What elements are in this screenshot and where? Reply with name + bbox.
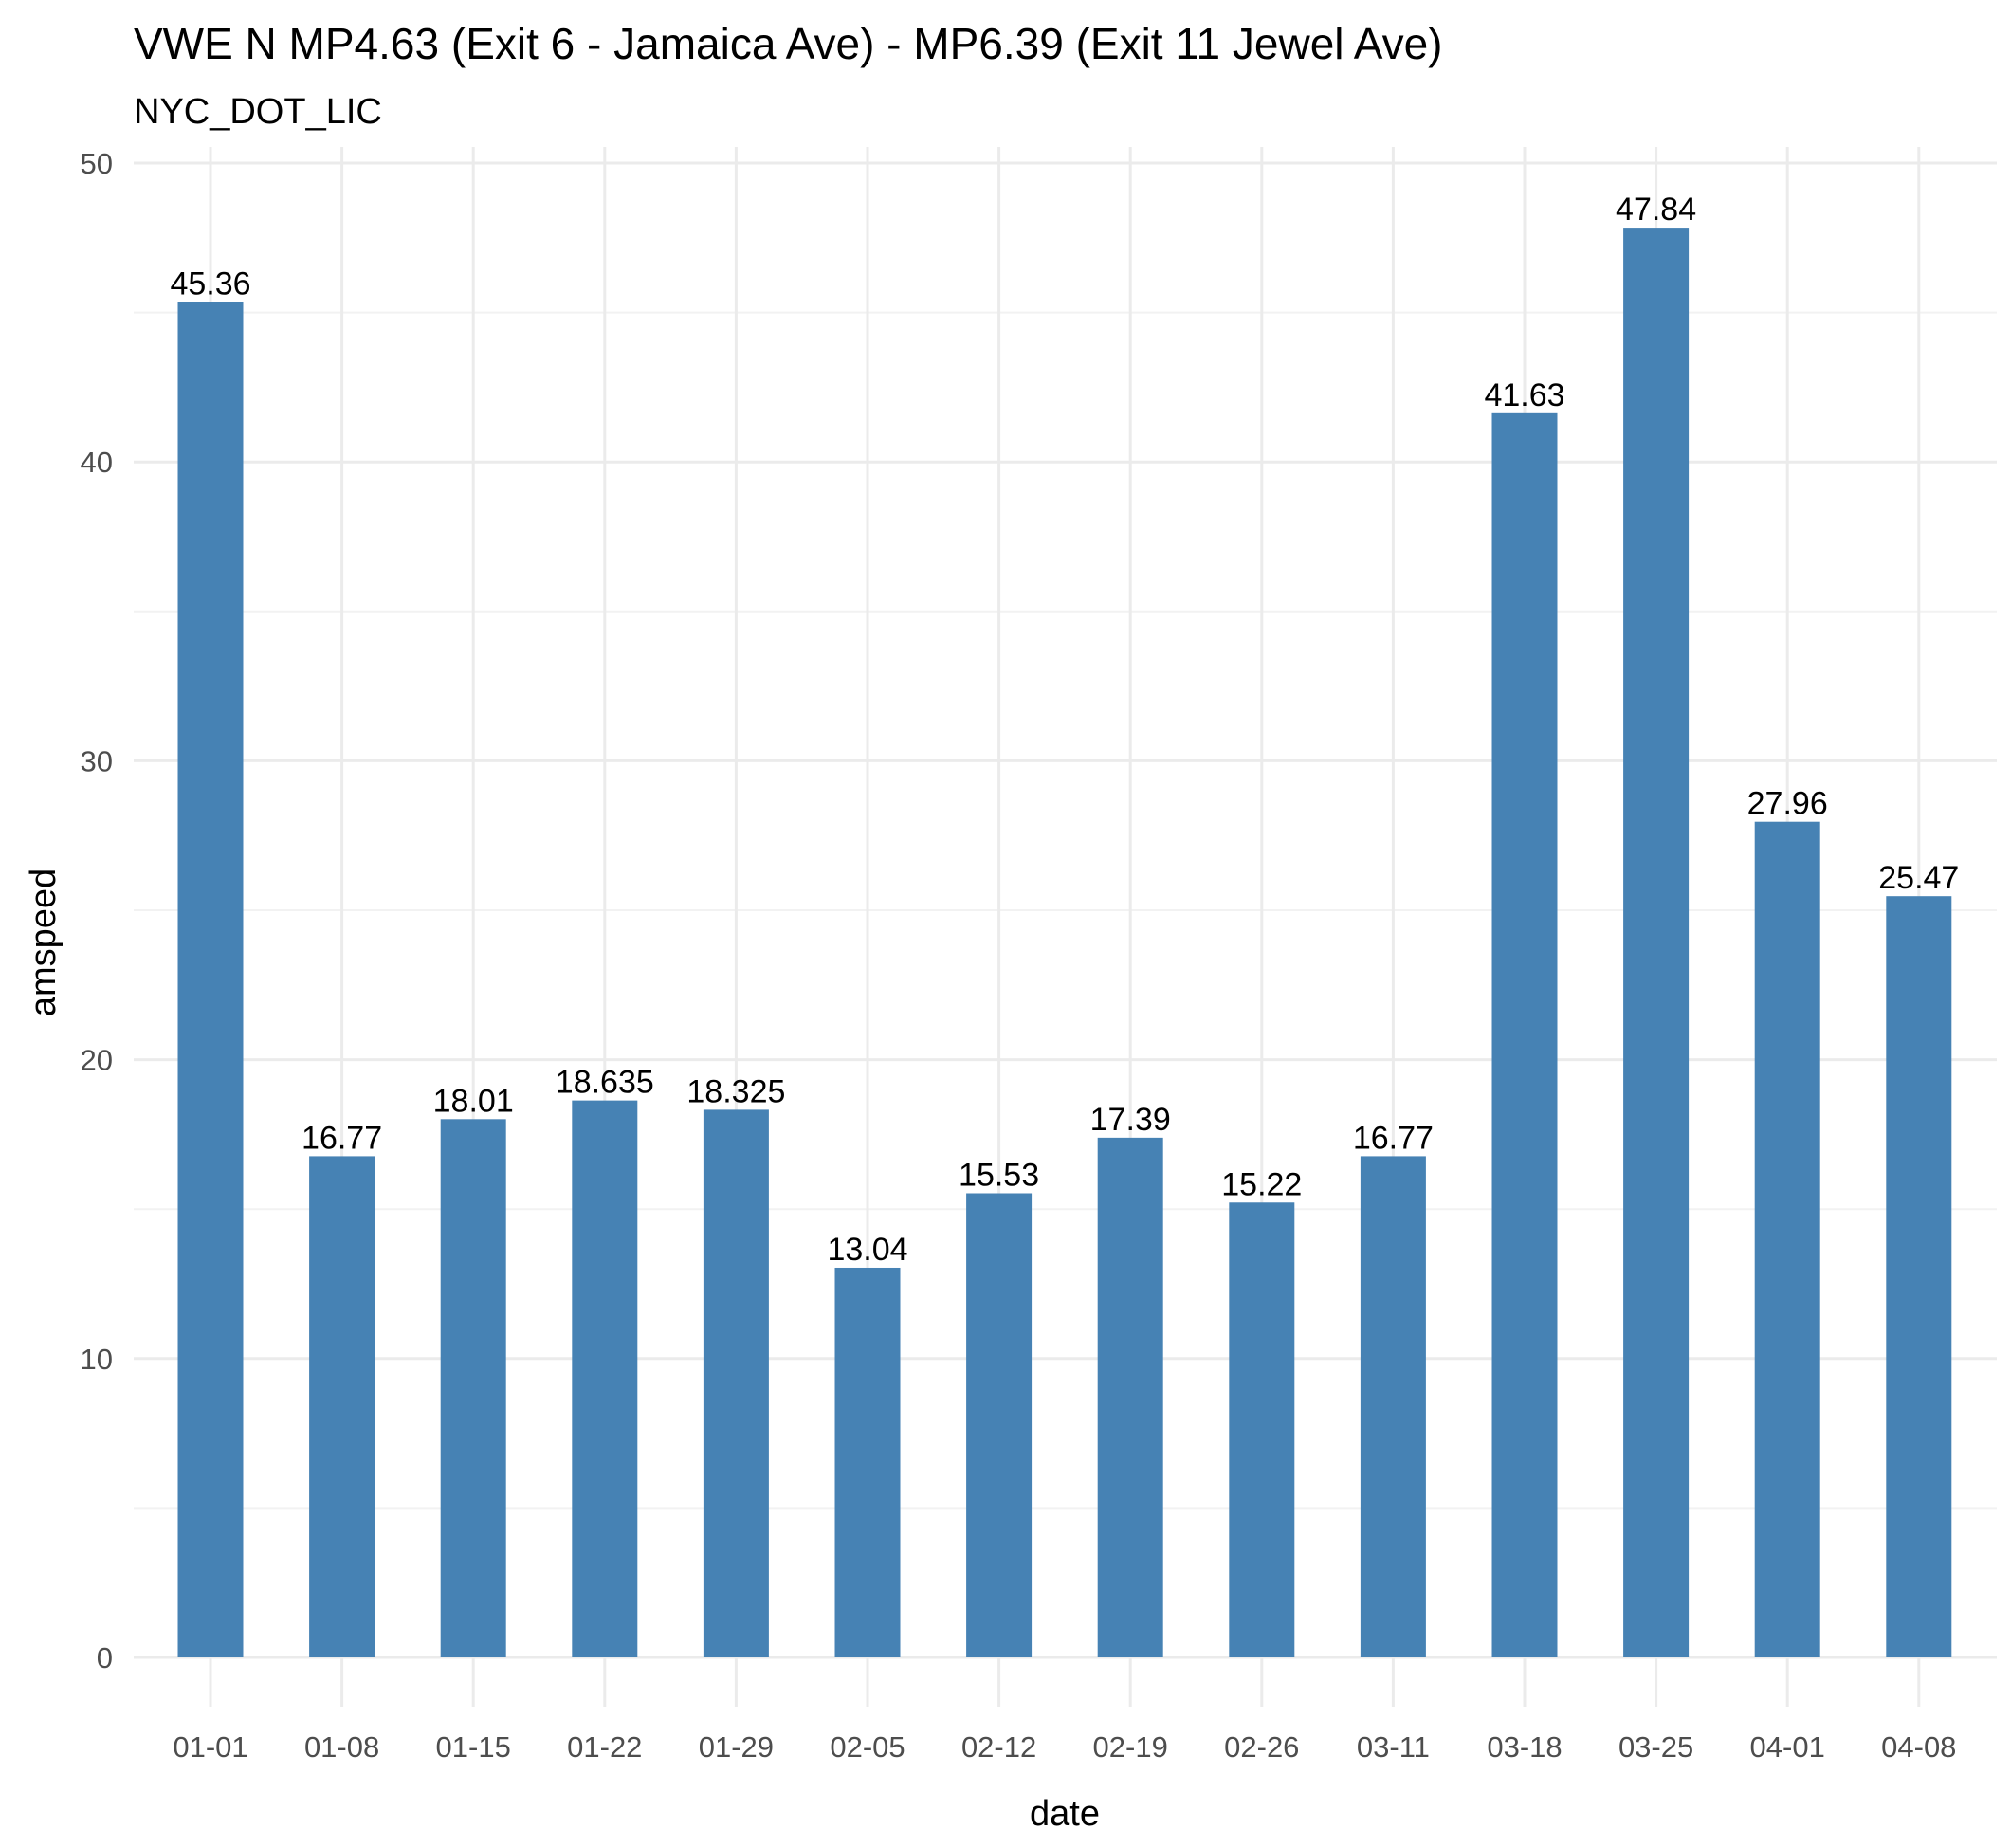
bar-value-labels: 45.36 16.77 18.01 18.635 18.325 13.04 15.53 17.… bbox=[170, 192, 1959, 1268]
x-tick-label: 02-05 bbox=[830, 1730, 905, 1764]
x-tick-label: 02-12 bbox=[961, 1730, 1036, 1764]
bar-value-label: 16.77 bbox=[302, 1120, 382, 1156]
chart-title: VWE N MP4.63 (Exit 6 - Jamaica Ave) - MP… bbox=[134, 19, 1443, 68]
y-tick-label: 40 bbox=[81, 446, 113, 479]
bar bbox=[1886, 896, 1952, 1657]
bar bbox=[1623, 228, 1690, 1657]
x-tick-label: 03-25 bbox=[1618, 1730, 1693, 1764]
x-tick-label: 04-01 bbox=[1750, 1730, 1825, 1764]
x-tick-label: 03-11 bbox=[1357, 1730, 1430, 1764]
y-axis-ticks: 0 10 20 30 40 50 bbox=[81, 147, 113, 1674]
bar-value-label: 47.84 bbox=[1616, 192, 1696, 228]
bar bbox=[1754, 821, 1820, 1657]
bar-value-label: 41.63 bbox=[1484, 377, 1564, 413]
y-tick-label: 50 bbox=[81, 147, 113, 180]
bar bbox=[440, 1119, 506, 1657]
bar-value-label: 15.53 bbox=[959, 1157, 1039, 1193]
bar-value-label: 25.47 bbox=[1878, 860, 1959, 896]
bar bbox=[1360, 1156, 1426, 1657]
bar-value-label: 18.635 bbox=[556, 1065, 654, 1101]
x-axis-title: date bbox=[1030, 1794, 1100, 1834]
x-tick-label: 04-08 bbox=[1881, 1730, 1956, 1764]
y-tick-label: 10 bbox=[81, 1343, 113, 1376]
bar bbox=[572, 1100, 638, 1657]
bar-value-label: 15.22 bbox=[1221, 1166, 1302, 1202]
bar-value-label: 45.36 bbox=[170, 265, 250, 302]
x-tick-label: 01-29 bbox=[699, 1730, 774, 1764]
bar-value-label: 18.01 bbox=[433, 1083, 514, 1119]
x-axis-ticks: 01-01 01-08 01-15 01-22 01-29 02-05 02-12 02-19… bbox=[173, 1730, 1956, 1764]
x-tick-label: 02-26 bbox=[1224, 1730, 1299, 1764]
bar-value-label: 16.77 bbox=[1353, 1120, 1434, 1156]
y-axis-title: amspeed bbox=[24, 869, 64, 1016]
x-tick-label: 01-22 bbox=[567, 1730, 642, 1764]
bars bbox=[177, 228, 1952, 1657]
x-tick-label: 03-18 bbox=[1487, 1730, 1562, 1764]
bar-value-label: 17.39 bbox=[1090, 1102, 1171, 1138]
bar bbox=[834, 1267, 901, 1657]
bar bbox=[1229, 1202, 1295, 1657]
bar bbox=[177, 302, 244, 1657]
bar-value-label: 27.96 bbox=[1747, 786, 1828, 822]
x-tick-label: 01-08 bbox=[304, 1730, 379, 1764]
y-tick-label: 0 bbox=[97, 1641, 113, 1674]
bar-value-label: 13.04 bbox=[827, 1232, 907, 1268]
bar bbox=[1097, 1137, 1163, 1657]
grid-lines bbox=[134, 147, 1997, 1707]
x-tick-label: 02-19 bbox=[1093, 1730, 1168, 1764]
bar bbox=[309, 1156, 375, 1657]
x-tick-label: 01-15 bbox=[436, 1730, 511, 1764]
bar bbox=[1491, 412, 1558, 1657]
bar bbox=[703, 1109, 769, 1657]
y-tick-label: 30 bbox=[81, 744, 113, 778]
bar-value-label: 18.325 bbox=[686, 1073, 785, 1109]
y-tick-label: 20 bbox=[81, 1044, 113, 1077]
bar bbox=[966, 1193, 1033, 1657]
chart-subtitle: NYC_DOT_LIC bbox=[134, 92, 382, 132]
x-tick-label: 01-01 bbox=[173, 1730, 247, 1764]
